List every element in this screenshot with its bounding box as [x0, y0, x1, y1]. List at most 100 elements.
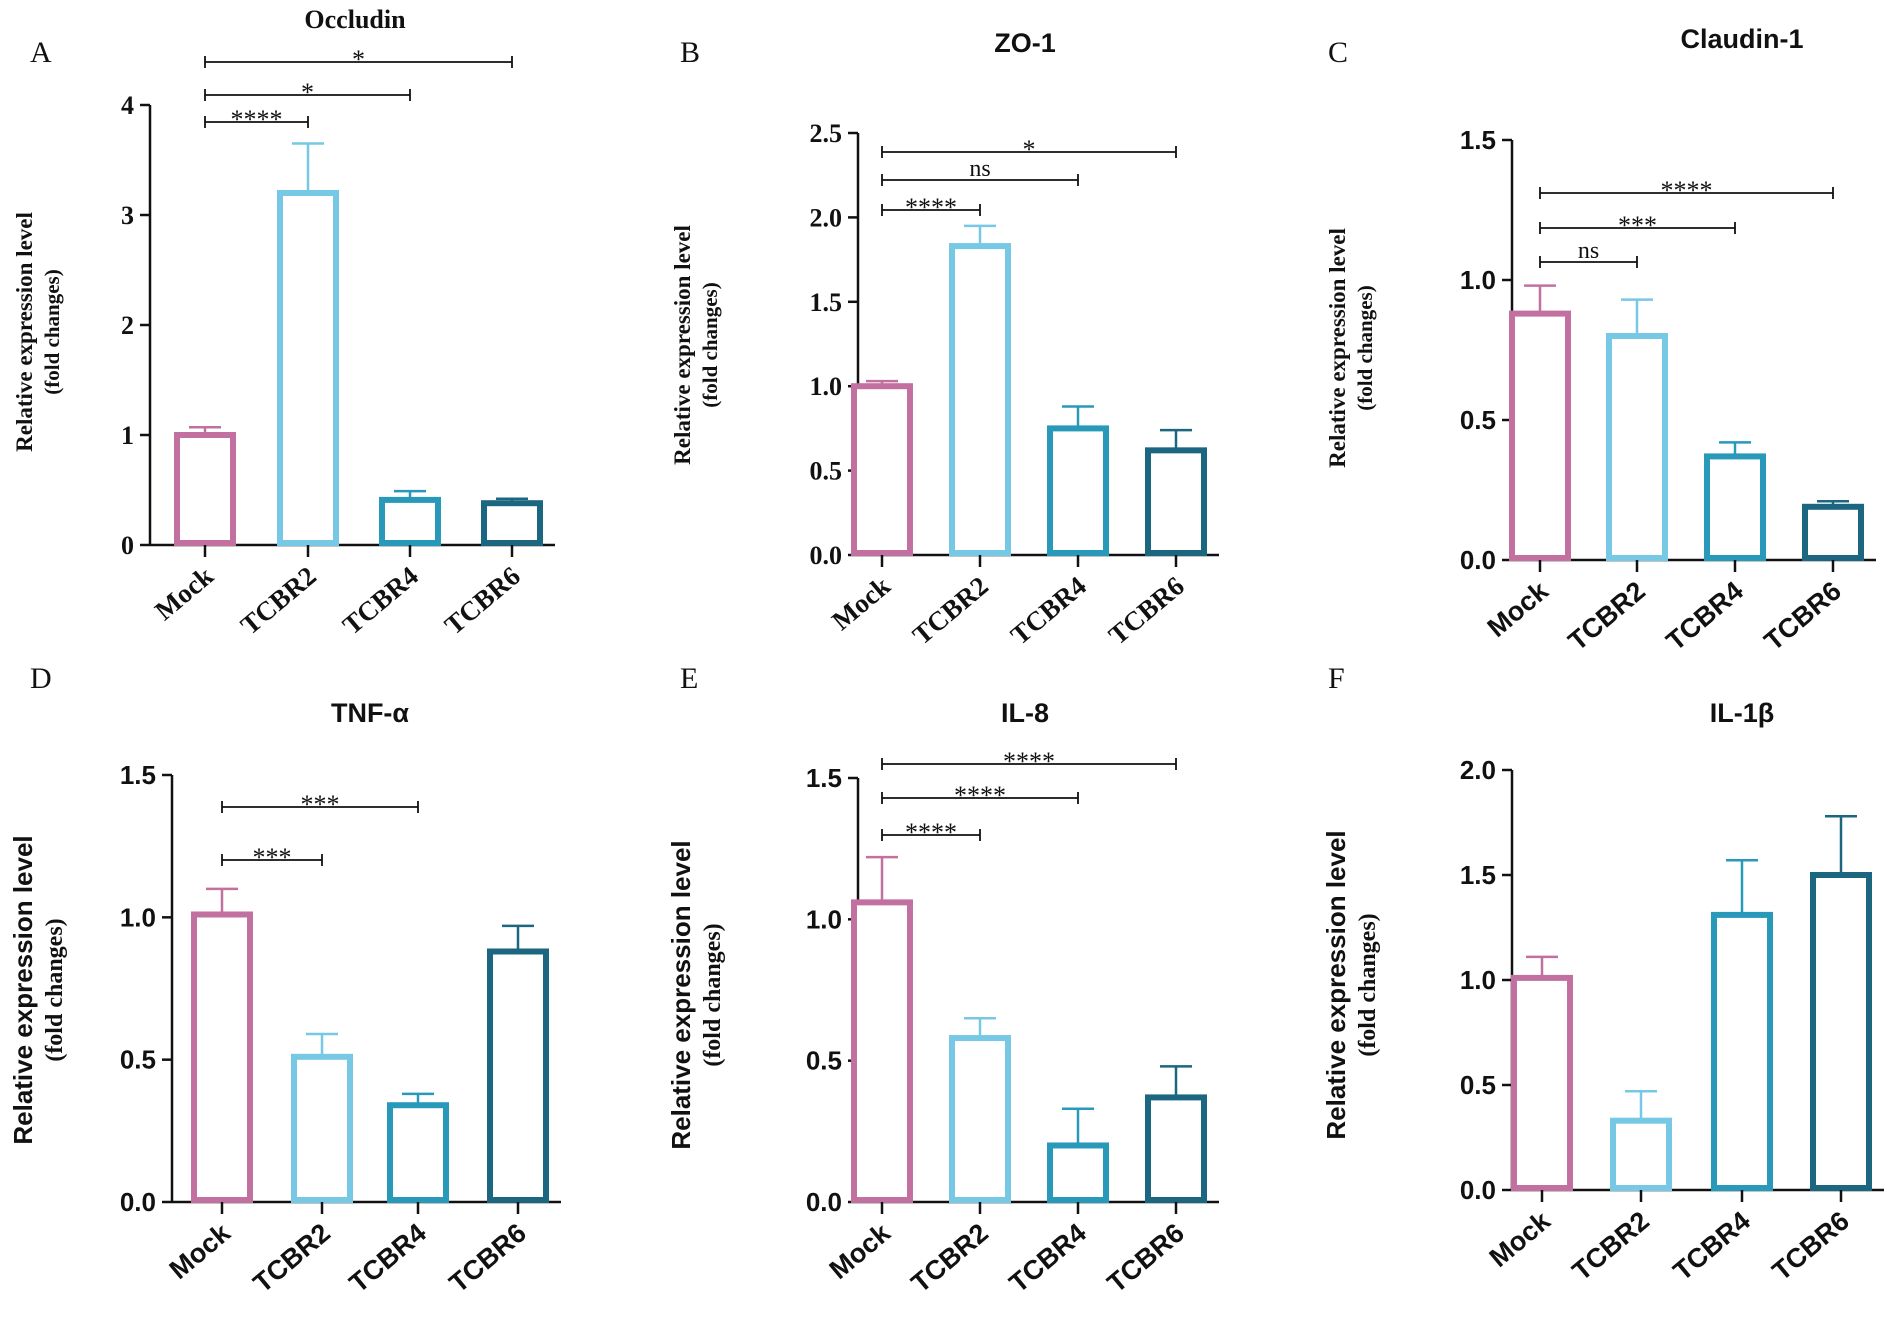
bar-tcbr4: [387, 1102, 449, 1204]
panel-letter: D: [30, 662, 52, 695]
bar-tcbr4: [1704, 453, 1766, 561]
bar-tcbr6: [1145, 447, 1207, 556]
x-tick-label: TCBR6: [444, 1218, 532, 1299]
x-tick-label: TCBR2: [906, 1218, 994, 1299]
x-tick-label: TCBR6: [439, 561, 526, 641]
panel-letter: A: [30, 36, 52, 69]
bar-tcbr6: [1810, 872, 1872, 1191]
significance-label: *: [1023, 135, 1036, 164]
bar-tcbr6: [481, 500, 543, 547]
chart-panel-d: D TNF-α 0.0 0.5 1.0 1.5 Relative expression le…: [8, 662, 561, 1298]
chart-panel-f: F IL-1β 0.0 0.5 1.0 1.5 2.0 Relative expression…: [1321, 662, 1884, 1286]
y-tick-label: 1.0: [810, 372, 843, 401]
significance-label: ****: [905, 818, 957, 847]
chart-panel-e: E IL-8 0.0 0.5 1.0 1.5 Relative expression lev…: [666, 662, 1219, 1298]
chart-panel-c: C Claudin-1 0.0 0.5 1.0 1.5 Relative expressio…: [1325, 24, 1876, 656]
y-tick-label: 1.0: [806, 904, 842, 934]
y-tick-label: 0: [121, 531, 134, 560]
y-tick-label: 0.0: [1460, 545, 1496, 575]
x-tick-label: Mock: [824, 1217, 897, 1285]
x-tick-label: TCBR4: [1668, 1206, 1756, 1287]
significance-label: ***: [301, 790, 340, 819]
significance-label: ****: [905, 193, 957, 222]
y-tick-label: 0.5: [806, 1046, 842, 1076]
bar-tcbr4: [1047, 425, 1109, 556]
significance-label: ns: [1578, 238, 1599, 264]
x-tick-label: TCBR2: [907, 571, 994, 651]
x-tick-label: Mock: [1484, 1205, 1557, 1273]
x-tick-label: TCBR4: [1004, 1218, 1092, 1299]
chart-title: IL-1β: [1710, 698, 1774, 728]
x-tick-label: TCBR4: [344, 1218, 432, 1299]
x-tick-label: Mock: [1482, 575, 1555, 643]
x-tick-label: Mock: [826, 571, 896, 636]
y-axis-label: Relative expression level (fold changes): [12, 212, 64, 452]
x-tick-label: TCBR4: [337, 561, 424, 641]
bar-mock: [851, 899, 913, 1204]
y-tick-label: 3: [121, 201, 134, 230]
significance-label: *: [301, 78, 314, 107]
chart-panel-a: A Occludin 0 1 2 3 4 Relative expression level(…: [12, 5, 555, 640]
x-tick-label: TCBR4: [1661, 576, 1749, 657]
panel-letter: B: [680, 36, 700, 69]
bar-mock: [191, 911, 253, 1204]
y-tick-label: 1.0: [1460, 965, 1496, 995]
bar-tcbr2: [949, 1035, 1011, 1204]
bar-tcbr2: [949, 243, 1011, 556]
x-tick-label: TCBR2: [1567, 1206, 1655, 1287]
y-tick-label: 1.0: [1460, 265, 1496, 295]
chart-title: Claudin-1: [1680, 24, 1803, 54]
x-tick-label: TCBR6: [1102, 1218, 1190, 1299]
bar-tcbr2: [291, 1053, 353, 1203]
y-tick-label: 0.5: [1460, 1070, 1496, 1100]
bar-tcbr4: [1047, 1142, 1109, 1204]
y-tick-label: 2.5: [810, 119, 843, 148]
y-axis-label: Relative expression level (fold changes): [1325, 228, 1377, 468]
significance-label: ****: [954, 781, 1006, 810]
x-tick-label: TCBR6: [1103, 571, 1190, 651]
bar-tcbr6: [1145, 1094, 1207, 1203]
y-axis-label: Relative expression level (fold changes): [666, 840, 726, 1149]
bar-tcbr2: [1606, 333, 1668, 561]
y-tick-label: 0.0: [810, 541, 843, 570]
y-tick-label: 0.0: [1460, 1175, 1496, 1205]
x-tick-label: TCBR2: [1563, 576, 1651, 657]
bar-tcbr4: [1711, 911, 1773, 1192]
y-tick-label: 1.5: [806, 763, 842, 793]
x-tick-label: Mock: [149, 561, 219, 626]
y-tick-label: 2.0: [1460, 755, 1496, 785]
significance-label: ****: [1661, 176, 1713, 205]
y-tick-label: 1: [121, 421, 134, 450]
bar-mock: [174, 432, 236, 546]
y-tick-label: 0.5: [120, 1045, 156, 1075]
panel-letter: F: [1328, 662, 1345, 695]
x-tick-label: TCBR2: [248, 1218, 336, 1299]
y-tick-label: 0.5: [1460, 405, 1496, 435]
chart-title: ZO-1: [994, 28, 1056, 58]
y-tick-label: 1.5: [1460, 860, 1496, 890]
y-axis-label: Relative expression level (fold changes): [1321, 830, 1381, 1139]
bar-mock: [1511, 974, 1573, 1192]
x-tick-label: TCBR2: [235, 561, 322, 641]
chart-title: TNF-α: [331, 698, 409, 728]
y-tick-label: 1.5: [1460, 125, 1496, 155]
bar-tcbr4: [379, 496, 441, 546]
y-tick-label: 1.0: [120, 902, 156, 932]
y-tick-label: 1.5: [810, 288, 843, 317]
y-tick-label: 4: [121, 91, 134, 120]
significance-label: ns: [969, 156, 990, 182]
y-tick-label: 0.0: [806, 1187, 842, 1217]
x-tick-label: Mock: [164, 1217, 237, 1285]
y-axis-label: Relative expression level (fold changes): [8, 835, 68, 1144]
bar-tcbr6: [487, 948, 549, 1204]
x-tick-label: TCBR4: [1005, 571, 1092, 651]
panel-letter: E: [680, 662, 698, 695]
significance-label: *: [352, 45, 365, 74]
bar-mock: [851, 383, 913, 557]
significance-label: ***: [253, 843, 292, 872]
chart-title: IL-8: [1001, 698, 1049, 728]
x-tick-label: TCBR6: [1767, 1206, 1855, 1287]
bar-tcbr2: [1610, 1117, 1672, 1191]
y-axis-label: Relative expression level (fold changes): [670, 225, 722, 465]
y-tick-label: 2.0: [810, 203, 843, 232]
